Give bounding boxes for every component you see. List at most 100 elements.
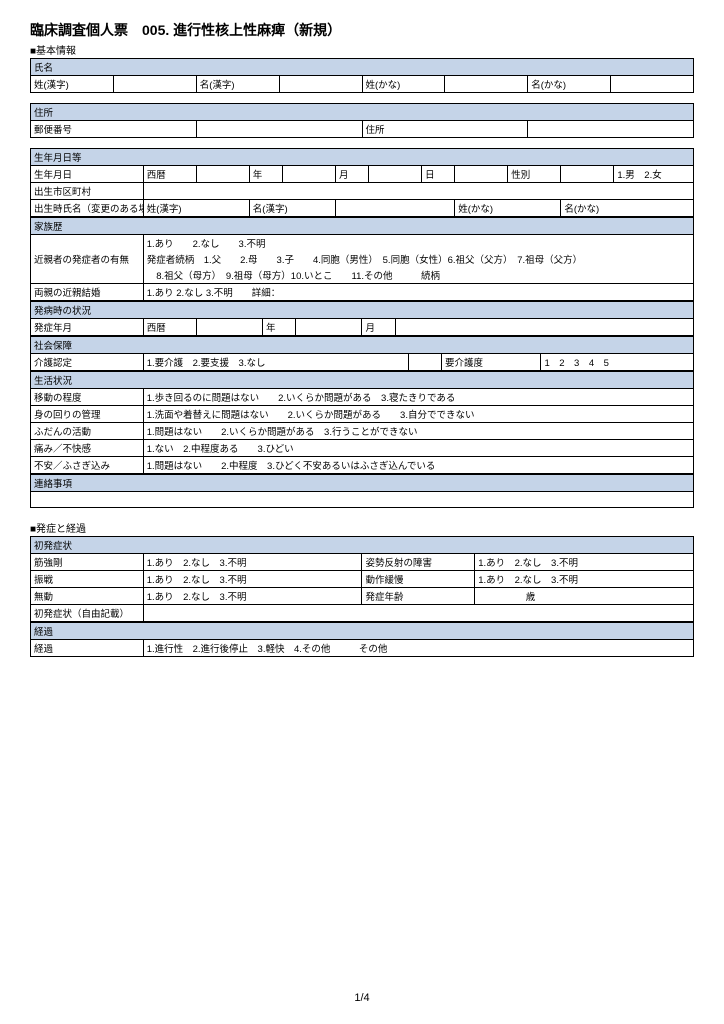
social-header: 社会保障 (31, 337, 694, 354)
progress-val: 1.進行性 2.進行後停止 3.軽快 4.その他 その他 (143, 640, 693, 657)
bn-sei-kana-label: 姓(かな) (455, 200, 561, 217)
consanguine-label: 両親の近親結婚 (31, 284, 144, 301)
mei-kanji-field[interactable] (279, 76, 362, 93)
addr-field[interactable] (528, 121, 694, 138)
init-v1: 1.あり 2.なし 3.不明 (143, 571, 362, 588)
sei-kana-field[interactable] (445, 76, 528, 93)
sex-opts: 1.男 2.女 (614, 166, 694, 183)
mei-kana-label: 名(かな) (528, 76, 611, 93)
page-number: 1/4 (354, 992, 369, 1004)
family-table: 家族歴 近親者の発症者の有無 1.あり 2.なし 3.不明 発症者続柄 1.父 … (30, 217, 694, 301)
init-free-label: 初発症状（自由記載） (31, 605, 144, 622)
init-l1: 無動 (31, 588, 144, 605)
bn-blank[interactable] (335, 200, 454, 217)
onset-era: 西暦 (143, 319, 196, 336)
name-header: 氏名 (31, 59, 694, 76)
living-row-label: 不安／ふさぎ込み (31, 457, 144, 474)
init-l2: 動作緩慢 (362, 571, 475, 588)
birthdate-label: 生年月日 (31, 166, 144, 183)
init-v2: 1.あり 2.なし 3.不明 (475, 571, 694, 588)
social-table: 社会保障 介護認定 1.要介護 2.要支援 3.なし 要介護度 1 2 3 4 … (30, 336, 694, 371)
living-row-label: 移動の程度 (31, 389, 144, 406)
onset-table: 発病時の状況 発症年月 西暦 年 月 (30, 301, 694, 336)
day-label: 日 (422, 166, 455, 183)
relative-line2: 発症者続柄 1.父 2.母 3.子 4.同胞（男性） 5.同胞（女性）6.祖父（… (143, 251, 693, 267)
birth-table: 生年月日等 生年月日 西暦 年 月 日 性別 1.男 2.女 出生市区町村 出生… (30, 148, 694, 217)
section-basic-label: ■基本情報 (30, 42, 694, 57)
sex-label: 性別 (508, 166, 561, 183)
living-row-val: 1.問題はない 2.いくらか問題がある 3.行うことができない (143, 423, 693, 440)
init-v2: 歳 (475, 588, 694, 605)
mei-kanji-label: 名(漢字) (196, 76, 279, 93)
onset-blank (395, 319, 693, 336)
init-l2: 姿勢反射の障害 (362, 554, 475, 571)
family-header: 家族歴 (31, 218, 694, 235)
birthname-label: 出生時氏名（変更のある場合） (31, 200, 144, 217)
birthplace-field[interactable] (143, 183, 693, 200)
init-l1: 筋強剛 (31, 554, 144, 571)
birthplace-label: 出生市区町村 (31, 183, 144, 200)
living-row-label: 痛み／不快感 (31, 440, 144, 457)
bn-mei-kana-label: 名(かな) (561, 200, 694, 217)
birth-header: 生年月日等 (31, 149, 694, 166)
init-l2: 発症年齢 (362, 588, 475, 605)
init-v1: 1.あり 2.なし 3.不明 (143, 554, 362, 571)
care-degree-opts: 1 2 3 4 5 (541, 354, 694, 371)
living-row-val: 1.問題はない 2.中程度 3.ひどく不安あるいはふさぎ込んでいる (143, 457, 693, 474)
relative-line3: 8.祖父（母方） 9.祖母（母方）10.いとこ 11.その他 続柄 (143, 267, 693, 284)
onset-header: 発病時の状況 (31, 302, 694, 319)
init-free-field[interactable] (143, 605, 693, 622)
day-field[interactable] (369, 166, 422, 183)
living-row-val: 1.洗面や着替えに問題はない 2.いくらか問題がある 3.自分でできない (143, 406, 693, 423)
care-degree-label: 要介護度 (442, 354, 541, 371)
progress-header: 経過 (31, 623, 694, 640)
sex-field[interactable] (561, 166, 614, 183)
month-label: 月 (335, 166, 368, 183)
consanguine-val: 1.あり 2.なし 3.不明 詳細： (143, 284, 693, 301)
init-v1: 1.あり 2.なし 3.不明 (143, 588, 362, 605)
living-row-label: ふだんの活動 (31, 423, 144, 440)
living-table: 生活状況 移動の程度1.歩き回るのに問題はない 2.いくらか問題がある 3.寝た… (30, 371, 694, 474)
initial-header: 初発症状 (31, 537, 694, 554)
bn-sei-kanji-label: 姓(漢字) (143, 200, 249, 217)
month-field[interactable] (282, 166, 335, 183)
section-symptom-label: ■発症と経過 (30, 520, 694, 535)
sei-kanji-field[interactable] (113, 76, 196, 93)
postal-field[interactable] (196, 121, 362, 138)
contact-field[interactable] (31, 492, 694, 508)
contact-table: 連絡事項 (30, 474, 694, 508)
onset-month-label: 月 (362, 319, 395, 336)
relative-line1: 1.あり 2.なし 3.不明 (143, 235, 693, 252)
care-label: 介護認定 (31, 354, 144, 371)
era-label: 西暦 (143, 166, 196, 183)
relative-label: 近親者の発症者の有無 (31, 235, 144, 284)
contact-header: 連絡事項 (31, 475, 694, 492)
name-table: 氏名 姓(漢字) 名(漢字) 姓(かな) 名(かな) (30, 58, 694, 93)
addr-label: 住所 (362, 121, 528, 138)
address-table: 住所 郵便番号 住所 (30, 103, 694, 138)
living-row-label: 身の回りの管理 (31, 406, 144, 423)
init-v2: 1.あり 2.なし 3.不明 (475, 554, 694, 571)
address-header: 住所 (31, 104, 694, 121)
living-row-val: 1.歩き回るのに問題はない 2.いくらか問題がある 3.寝たきりである (143, 389, 693, 406)
sei-kanji-label: 姓(漢字) (31, 76, 114, 93)
progress-table: 経過 経過 1.進行性 2.進行後停止 3.軽快 4.その他 その他 (30, 622, 694, 657)
progress-label: 経過 (31, 640, 144, 657)
living-row-val: 1.ない 2.中程度ある 3.ひどい (143, 440, 693, 457)
init-l1: 振戦 (31, 571, 144, 588)
mei-kana-field[interactable] (611, 76, 694, 93)
onset-year-label: 年 (263, 319, 296, 336)
year-label: 年 (249, 166, 282, 183)
initial-table: 初発症状 筋強剛 1.あり 2.なし 3.不明 姿勢反射の障害 1.あり 2.な… (30, 536, 694, 622)
living-header: 生活状況 (31, 372, 694, 389)
onset-month-field[interactable] (296, 319, 362, 336)
sei-kana-label: 姓(かな) (362, 76, 445, 93)
blank-cell (455, 166, 508, 183)
onset-year-field[interactable] (196, 319, 262, 336)
postal-label: 郵便番号 (31, 121, 197, 138)
year-field[interactable] (196, 166, 249, 183)
onset-label: 発症年月 (31, 319, 144, 336)
bn-mei-kanji-label: 名(漢字) (249, 200, 335, 217)
care-opts: 1.要介護 2.要支援 3.なし (143, 354, 408, 371)
care-blank (408, 354, 441, 371)
